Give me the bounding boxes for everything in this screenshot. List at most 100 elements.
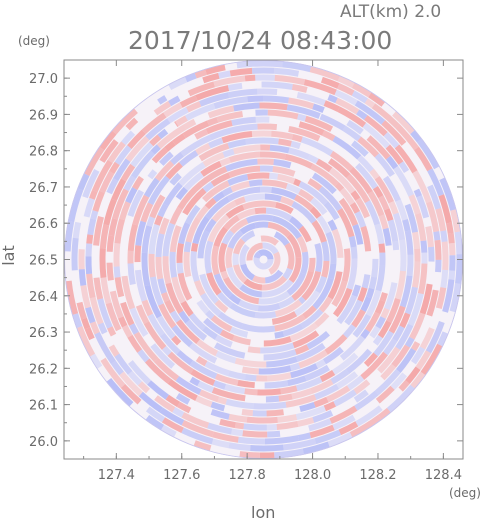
radar-bin (263, 95, 290, 104)
radar-bin (195, 395, 213, 408)
radar-bin (254, 311, 277, 319)
radar-bin (177, 272, 193, 301)
radar-bin (232, 253, 240, 266)
radar-bin (440, 230, 448, 242)
radar-bin (342, 324, 357, 339)
radar-bin (327, 94, 338, 104)
radar-bin (327, 263, 337, 280)
radar-bin (241, 323, 276, 333)
radar-bin (200, 292, 222, 317)
radar-bin (227, 138, 247, 149)
radar-bin (125, 117, 139, 131)
radar-bin (211, 387, 246, 402)
radar-bin (442, 279, 455, 313)
radar-bin (323, 401, 336, 412)
radar-bin (183, 171, 204, 191)
radar-bin (327, 219, 338, 232)
radar-bin (425, 320, 445, 354)
radar-bin (264, 435, 300, 445)
x-tick-label: 127.6 (163, 468, 200, 483)
radar-bin (109, 290, 124, 319)
radar-bin (378, 243, 386, 253)
radar-bin (404, 230, 414, 255)
radar-bin (123, 175, 136, 192)
radar-bin (259, 452, 275, 459)
radar-bin (85, 243, 93, 257)
radar-bin (87, 218, 97, 236)
radar-bin (345, 348, 373, 374)
radar-bin (147, 313, 165, 337)
radar-bin (202, 326, 218, 340)
radar-bin (164, 140, 176, 152)
radar-bin (294, 290, 321, 317)
radar-bin (71, 237, 79, 271)
radar-bin (141, 252, 151, 287)
radar-bin (310, 378, 334, 394)
radar-bin (410, 346, 426, 365)
radar-bin (375, 385, 395, 404)
radar-bin (379, 252, 386, 266)
radar-bin (239, 244, 250, 266)
radar-bin (309, 66, 340, 82)
radar-bin (244, 388, 258, 396)
radar-bin (169, 251, 178, 278)
radar-bin (137, 349, 150, 363)
radar-bin (298, 121, 325, 136)
radar-bin (307, 154, 319, 164)
radar-bin (385, 155, 399, 170)
radar-bin (253, 257, 274, 270)
y-tick-label: 26.8 (29, 145, 58, 160)
radar-bin (89, 190, 98, 200)
radar-bin (273, 231, 277, 237)
radar-bin (120, 383, 142, 405)
radar-bin (387, 219, 399, 242)
radar-bin (368, 92, 386, 107)
radar-bin (434, 239, 442, 260)
radar-bin (296, 92, 326, 106)
radar-bin (97, 322, 108, 335)
radar-bin (150, 343, 176, 369)
radar-bin (410, 130, 422, 143)
radar-bin (82, 168, 100, 199)
radar-bin (225, 398, 254, 410)
radar-bin (353, 389, 369, 403)
radar-bin (147, 175, 171, 206)
y-tick-label: 26.1 (29, 399, 58, 414)
radar-bin (301, 270, 322, 301)
radar-bin (157, 95, 168, 105)
radar-bin (377, 346, 401, 374)
radar-bin (360, 328, 371, 339)
radar-bin (372, 334, 383, 346)
radar-bin (212, 191, 225, 203)
radar-bin (415, 350, 432, 371)
radar-bin (272, 165, 296, 177)
radar-bin (309, 206, 322, 219)
radar-bin (89, 353, 103, 369)
radar-bin (198, 166, 228, 187)
radar-bin (261, 279, 294, 298)
radar-bin (314, 429, 342, 445)
radar-bin (366, 135, 391, 160)
radar-bin (185, 103, 216, 121)
radar-bin (94, 332, 116, 365)
radar-bin (449, 255, 456, 271)
radar-bin (93, 277, 104, 300)
radar-bin (200, 160, 222, 177)
radar-bin (269, 172, 279, 180)
radar-bin (384, 282, 398, 310)
radar-bin (310, 163, 339, 187)
radar-bin (259, 151, 286, 160)
radar-bin (76, 301, 87, 320)
radar-bin (290, 363, 319, 379)
radar-bin (394, 270, 407, 300)
radar-bin (162, 232, 172, 257)
radar-bin (214, 299, 229, 314)
radar-bin (250, 444, 284, 452)
radar-bin (282, 61, 312, 73)
radar-bin (360, 351, 388, 380)
radar-bin (226, 186, 261, 202)
radar-bin (168, 76, 188, 90)
radar-bin (224, 383, 246, 395)
radar-bin (339, 335, 366, 361)
radar-bin (298, 181, 329, 206)
